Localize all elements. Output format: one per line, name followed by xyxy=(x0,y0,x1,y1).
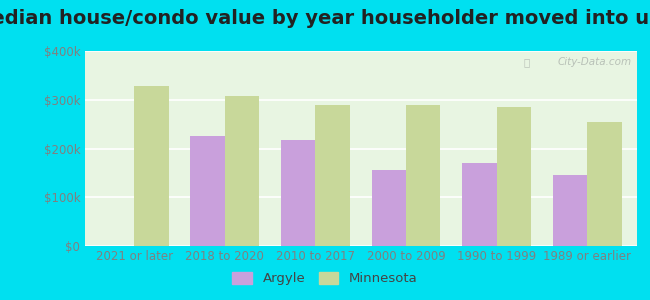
Text: ⓘ: ⓘ xyxy=(523,57,529,67)
Text: City-Data.com: City-Data.com xyxy=(557,57,632,67)
Text: Median house/condo value by year householder moved into unit: Median house/condo value by year househo… xyxy=(0,9,650,28)
Bar xyxy=(462,163,497,246)
Bar xyxy=(281,140,315,246)
Bar xyxy=(372,170,406,246)
Legend: Argyle, Minnesota: Argyle, Minnesota xyxy=(227,266,423,290)
Bar xyxy=(225,96,259,246)
Bar xyxy=(135,86,169,246)
Bar xyxy=(315,105,350,246)
Bar xyxy=(406,105,441,246)
Bar xyxy=(587,122,621,246)
Bar xyxy=(497,107,531,246)
Bar xyxy=(190,136,225,246)
Bar xyxy=(552,175,587,246)
